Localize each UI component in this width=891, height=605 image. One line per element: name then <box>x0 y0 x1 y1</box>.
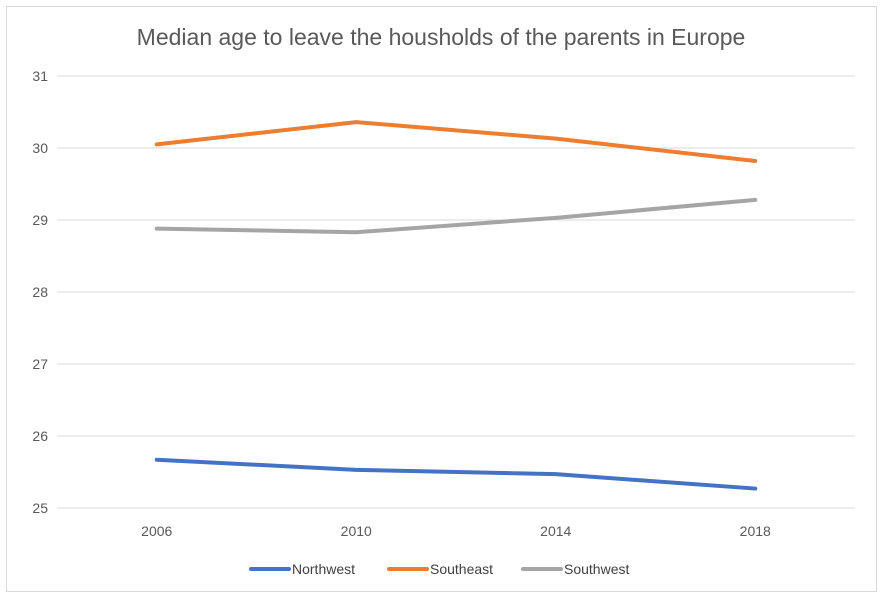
chart-frame <box>6 6 877 592</box>
y-tick-label: 28 <box>32 284 48 300</box>
chart-title: Median age to leave the housholds of the… <box>137 24 746 50</box>
legend: Northwest Southeast Southwest <box>249 561 629 577</box>
y-tick-label: 25 <box>32 500 48 516</box>
y-tick-label: 27 <box>32 356 48 372</box>
legend-item-northwest: Northwest <box>249 561 355 577</box>
y-tick-label: 31 <box>32 68 48 84</box>
x-axis-ticks: 2006 2010 2014 2018 <box>141 523 771 539</box>
y-tick-label: 26 <box>32 428 48 444</box>
y-axis-ticks: 25 26 27 28 29 30 31 <box>32 68 48 516</box>
series-lines <box>154 120 758 491</box>
legend-item-southeast: Southeast <box>387 561 493 577</box>
gridlines <box>57 75 855 509</box>
y-tick-label: 29 <box>32 212 48 228</box>
series-line-southwest <box>154 197 758 235</box>
series-line-northwest <box>154 457 758 491</box>
legend-label: Southeast <box>430 561 493 577</box>
legend-label: Northwest <box>292 561 355 577</box>
x-tick-label: 2018 <box>740 523 771 539</box>
y-tick-label: 30 <box>32 140 48 156</box>
x-tick-label: 2014 <box>540 523 571 539</box>
x-tick-label: 2010 <box>341 523 372 539</box>
legend-label: Southwest <box>564 561 629 577</box>
series-line-southeast <box>154 120 758 163</box>
x-tick-label: 2006 <box>141 523 172 539</box>
legend-item-southwest: Southwest <box>521 561 629 577</box>
